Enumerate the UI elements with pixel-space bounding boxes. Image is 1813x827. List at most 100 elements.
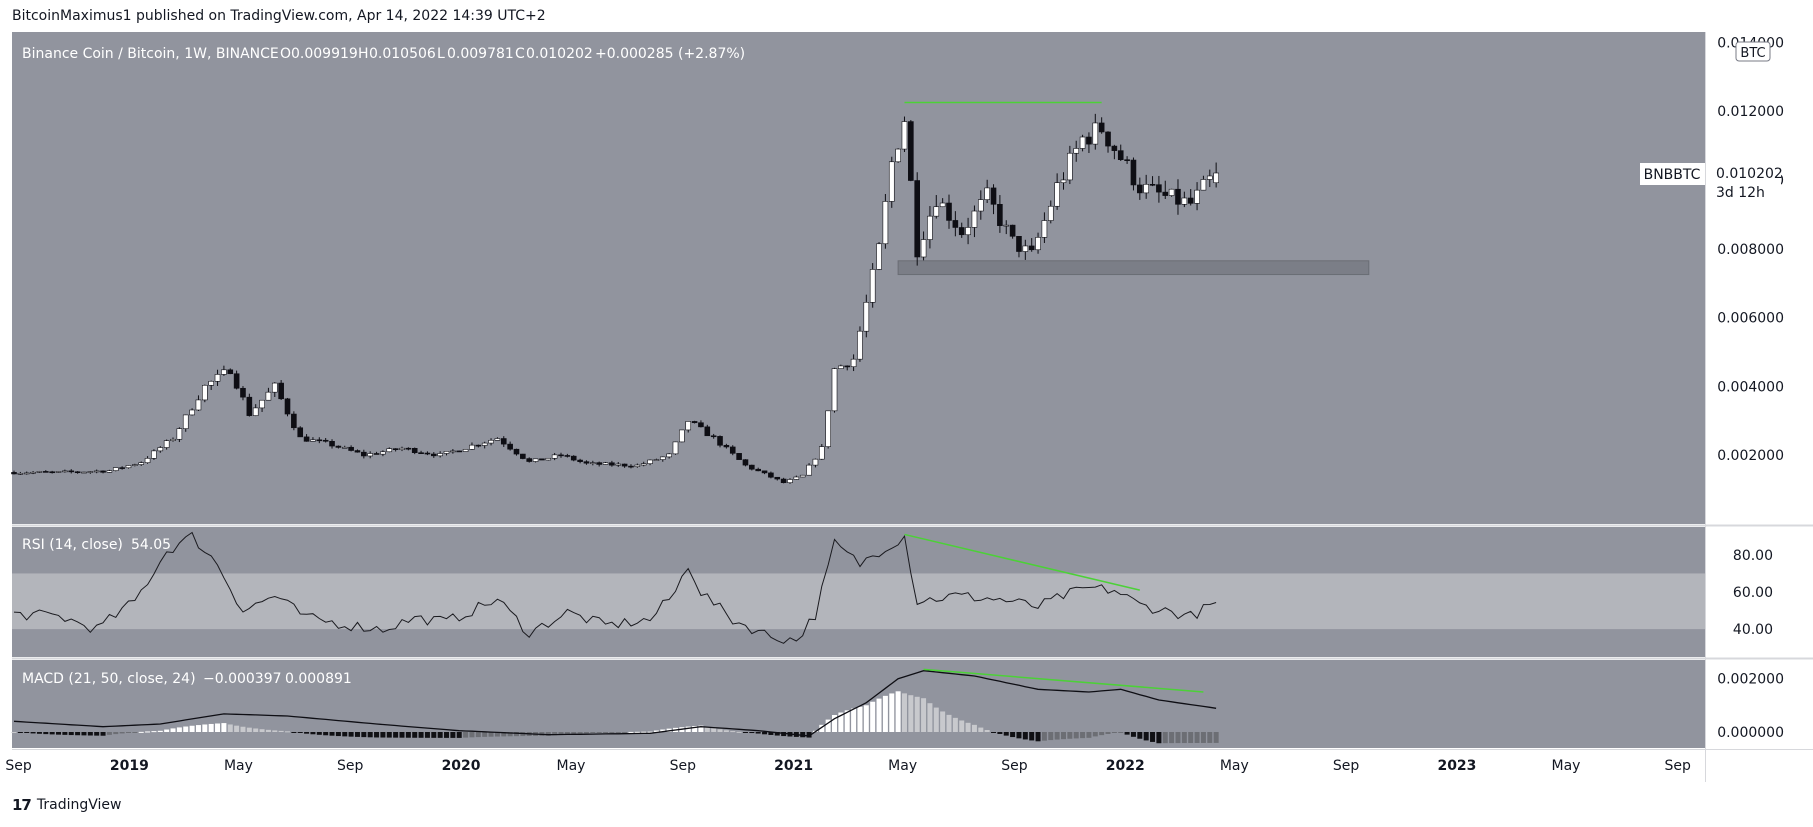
- macd-bar: [164, 729, 170, 732]
- macd-bar: [590, 732, 596, 733]
- macd-pane: [12, 660, 1705, 748]
- macd-bar: [43, 732, 49, 735]
- candle-body: [806, 464, 812, 476]
- candle-body: [106, 470, 113, 473]
- candle-body: [1028, 245, 1035, 251]
- macd-series: [11, 670, 1219, 744]
- macd-bar: [189, 725, 195, 732]
- macd-bar: [36, 732, 42, 734]
- macd-bar: [176, 727, 182, 732]
- macd-bar: [1200, 732, 1206, 743]
- time-tick-label: Sep: [1333, 758, 1360, 774]
- time-tick-label: 2019: [110, 758, 149, 774]
- candle-body: [1111, 145, 1118, 151]
- candle-body: [316, 439, 323, 442]
- candle-body: [1067, 152, 1073, 181]
- macd-bar: [151, 731, 157, 733]
- candle-body: [577, 459, 583, 462]
- time-tick-label: 2020: [442, 758, 481, 774]
- candle-body: [838, 365, 844, 369]
- macd-bar: [1143, 732, 1149, 741]
- candle-body: [1213, 172, 1219, 184]
- macd-bar: [1060, 732, 1066, 740]
- candle-body: [17, 472, 24, 475]
- candle-body: [291, 413, 297, 429]
- macd-bar: [863, 705, 869, 732]
- candle-body: [259, 399, 265, 409]
- candle-body: [437, 453, 443, 457]
- macd-bar: [17, 732, 23, 733]
- macd-divergence-line: [923, 668, 1204, 693]
- symbol-tag-bg: [1640, 163, 1705, 185]
- macd-bar: [393, 732, 399, 738]
- candle-body: [869, 269, 876, 303]
- macd-bar: [1111, 732, 1117, 734]
- rsi-axis: 80.00 60.00 40.00: [1733, 548, 1773, 638]
- macd-bar: [768, 732, 774, 735]
- macd-bar: [921, 698, 927, 732]
- candle-body: [462, 449, 469, 452]
- macd-bar: [119, 732, 125, 734]
- candle-body: [176, 428, 183, 440]
- candle-body: [1035, 237, 1041, 251]
- candle-body: [278, 382, 284, 400]
- candle-body: [596, 462, 602, 465]
- macd-value-2: 0.000891: [285, 671, 352, 687]
- time-tick-label: Sep: [1665, 758, 1692, 774]
- macd-bar: [742, 732, 748, 733]
- ohlc-h-label: H: [358, 46, 369, 62]
- candle-body: [1105, 131, 1111, 147]
- candle-body: [284, 398, 291, 415]
- macd-bar: [914, 696, 920, 732]
- candle-body: [55, 471, 62, 473]
- macd-value-1: −0.000397: [203, 671, 282, 687]
- macd-title: MACD (21, 50, close, 24): [22, 671, 196, 687]
- candle-body: [736, 453, 742, 460]
- candle-body: [659, 456, 666, 460]
- macd-bar: [876, 698, 882, 732]
- macd-bar: [984, 729, 990, 732]
- candle-body: [469, 444, 475, 450]
- macd-bar: [819, 724, 825, 732]
- candle-body: [1016, 236, 1022, 252]
- candle-body: [348, 446, 354, 451]
- macd-bar: [501, 732, 507, 737]
- candle-body: [1124, 159, 1130, 161]
- macd-bar: [380, 732, 386, 738]
- time-tick-label: Sep: [5, 758, 32, 774]
- candle-body: [11, 472, 17, 475]
- time-tick-label: Sep: [337, 758, 364, 774]
- symbol-tag: BNBBTC: [1644, 167, 1701, 183]
- macd-bar: [704, 727, 710, 732]
- candle-body: [780, 478, 787, 484]
- candle-body: [144, 458, 151, 463]
- chart-title: Binance Coin / Bitcoin, 1W, BINANCE: [22, 46, 279, 62]
- macd-bar: [1194, 732, 1200, 743]
- candle-body: [539, 458, 545, 461]
- macd-bar: [774, 732, 780, 736]
- macd-bar: [329, 732, 335, 736]
- candle-body: [1047, 205, 1054, 221]
- macd-bar: [444, 732, 450, 738]
- macd-bar: [1022, 732, 1028, 740]
- countdown: 3d 12h: [1716, 185, 1765, 201]
- candle-body: [1137, 184, 1143, 194]
- macd-bar: [730, 731, 736, 733]
- candle-body: [233, 373, 240, 389]
- macd-bar: [157, 730, 163, 732]
- macd-bar: [374, 732, 380, 738]
- candle-body: [984, 187, 990, 200]
- candle-body: [1162, 191, 1169, 196]
- candle-body: [411, 448, 418, 453]
- candle-body: [602, 462, 609, 465]
- candle-body: [303, 436, 310, 442]
- macd-bar: [348, 732, 354, 737]
- macd-bar: [806, 732, 812, 738]
- candle-body: [532, 458, 539, 462]
- macd-bar: [125, 732, 131, 733]
- macd-bar: [628, 731, 634, 733]
- macd-bar: [1118, 732, 1124, 733]
- rsi-band: [12, 573, 1705, 630]
- macd-bar: [889, 693, 895, 732]
- candle-body: [456, 450, 463, 453]
